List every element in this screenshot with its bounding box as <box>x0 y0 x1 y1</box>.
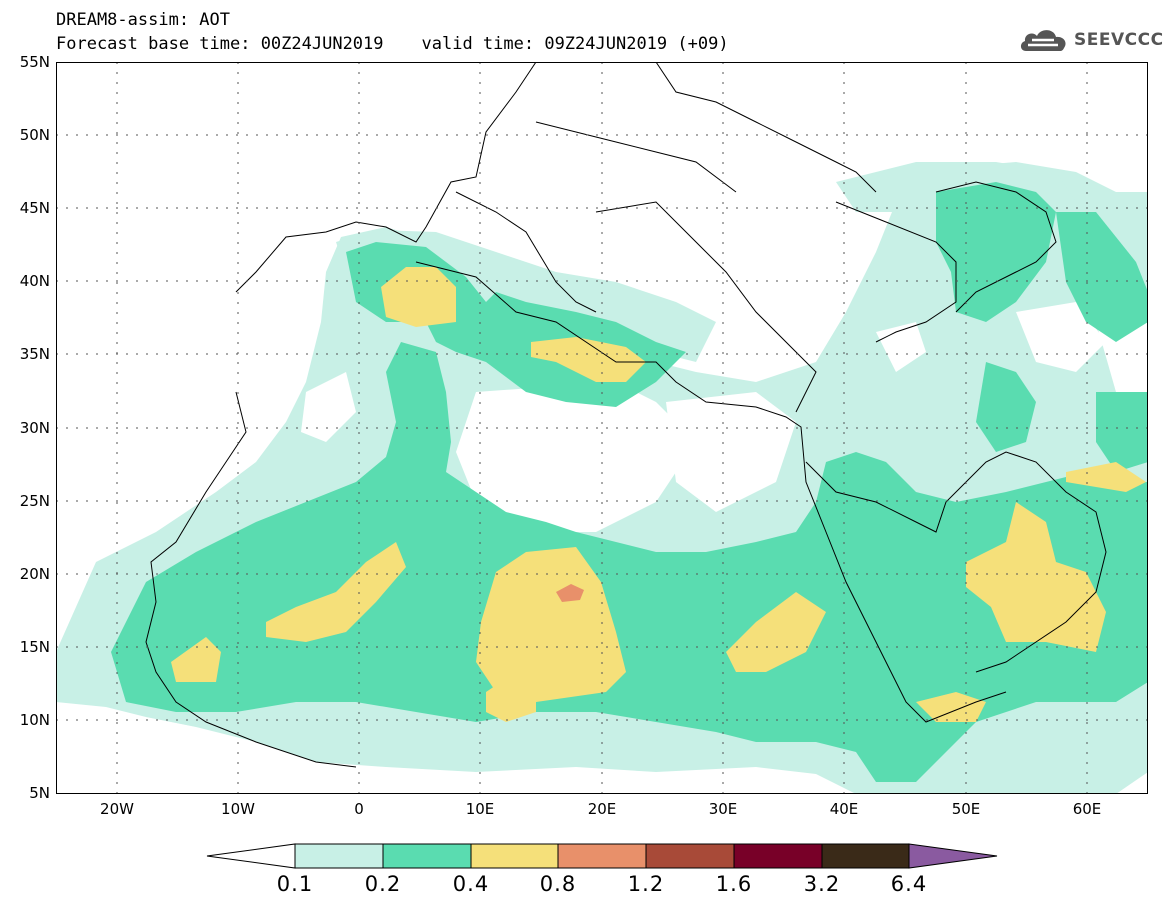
colorbar-level-label: 0.1 <box>276 872 314 896</box>
colorbar-level-label: 0.2 <box>364 872 402 896</box>
lon-label: 10E <box>465 800 495 818</box>
coastlines <box>145 62 1107 768</box>
colorbar-bin <box>557 843 647 869</box>
lat-label: 25N <box>19 492 50 510</box>
lon-label: 30E <box>708 800 738 818</box>
lat-label: 55N <box>19 53 50 71</box>
lat-label: 5N <box>29 784 50 802</box>
colorbar-level-label: 3.2 <box>803 872 841 896</box>
colorbar-bin <box>470 843 559 869</box>
clear-areas <box>301 302 1148 532</box>
colorbar-level-label: 1.2 <box>627 872 665 896</box>
colorbar-bin <box>645 843 735 869</box>
colorbar <box>205 840 1000 872</box>
lon-label: 20E <box>587 800 617 818</box>
lat-label: 35N <box>19 345 50 363</box>
lon-label: 40E <box>829 800 859 818</box>
lon-label: 60E <box>1072 800 1102 818</box>
colorbar-level-label: 0.8 <box>539 872 577 896</box>
base-time: Forecast base time: 00Z24JUN2019 <box>56 34 384 54</box>
colorbar-level-label: 6.4 <box>890 872 928 896</box>
chart-title: DREAM8-assim: AOT <box>56 10 230 30</box>
colorbar-bin <box>382 843 472 869</box>
lat-label: 40N <box>19 272 50 290</box>
lon-label: 10W <box>221 800 255 818</box>
lon-label: 20W <box>100 800 134 818</box>
colorbar-bin <box>821 843 910 869</box>
colorbar-level-label: 1.6 <box>715 872 753 896</box>
aot-map <box>56 62 1148 794</box>
time-info: Forecast base time: 00Z24JUN2019 valid ti… <box>56 34 729 54</box>
valid-time: valid time: 09Z24JUN2019 (+09) <box>421 34 729 54</box>
colorbar-level-label: 0.4 <box>452 872 490 896</box>
logo-text: SEEVCCC <box>1074 30 1164 50</box>
lon-label: 50E <box>951 800 981 818</box>
colorbar-over-arrow <box>908 843 998 869</box>
colorbar-bin <box>294 843 384 869</box>
lat-label: 50N <box>19 126 50 144</box>
aot-band-0-4 <box>171 267 1146 722</box>
colorbar-under-arrow <box>206 843 296 869</box>
cloud-icon <box>1020 30 1066 51</box>
seevccc-logo: SEEVCCC <box>1018 24 1164 56</box>
lat-label: 20N <box>19 565 50 583</box>
lat-label: 30N <box>19 419 50 437</box>
aot-band-0-8 <box>556 584 584 602</box>
lat-label: 10N <box>19 711 50 729</box>
colorbar-bin <box>733 843 823 869</box>
lat-label: 15N <box>19 638 50 656</box>
lat-label: 45N <box>19 199 50 217</box>
lon-label: 0 <box>354 800 364 818</box>
graticule <box>56 62 1148 794</box>
